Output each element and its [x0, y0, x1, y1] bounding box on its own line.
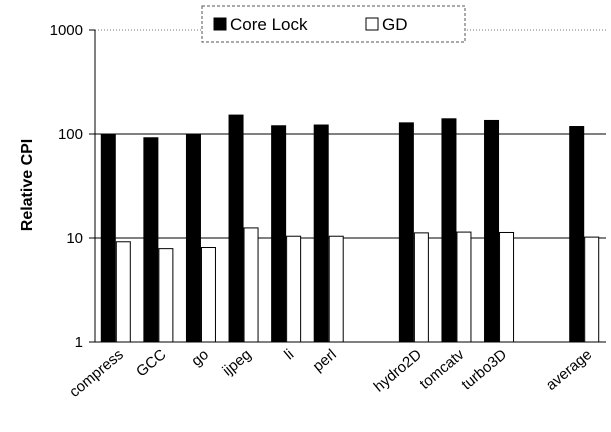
x-tick-label-average: average — [543, 346, 595, 394]
bar-core-lock-GCC — [143, 137, 159, 343]
x-tick-label-compress: compress — [66, 346, 127, 401]
legend: Core Lock GD — [201, 5, 466, 43]
y-tick-labels: 1 10 100 1000 — [50, 22, 83, 351]
bar-core-lock-ijpeg — [228, 114, 244, 343]
legend-box — [201, 5, 466, 43]
x-tick-label-hydro2D: hydro2D — [371, 346, 425, 396]
legend-label-core-lock: Core Lock — [230, 15, 308, 34]
x-tick-label-go: go — [188, 346, 212, 370]
bar-gd-compress — [115, 241, 131, 343]
legend-swatch-gd — [365, 17, 379, 31]
x-tick-label-GCC: GCC — [133, 346, 170, 381]
bar-core-lock-turbo3D — [484, 119, 500, 343]
y-tick-label-1: 1 — [75, 334, 83, 351]
x-tick-label-turbo3D: turbo3D — [458, 346, 510, 393]
legend-label-gd: GD — [382, 15, 408, 34]
y-tick-label-1000: 1000 — [50, 22, 83, 39]
bar-gd-go — [200, 247, 216, 343]
bar-core-lock-average — [569, 126, 585, 343]
bar-gd-turbo3D — [499, 231, 515, 343]
bar-gd-GCC — [158, 248, 174, 343]
bar-gd-average — [584, 236, 600, 343]
x-tick-label-li: li — [281, 346, 297, 363]
bar-gd-hydro2D — [413, 232, 429, 343]
bar-core-lock-tomcatv — [441, 118, 457, 343]
bar-core-lock-perl — [313, 124, 329, 343]
y-axis-title: Relative CPI — [19, 139, 36, 231]
bar-gd-li — [286, 235, 302, 343]
bar-core-lock-li — [271, 125, 287, 343]
bar-core-lock-hydro2D — [398, 122, 414, 343]
x-tick-labels: compress GCC go ijpeg li perl hydro2Dtomcatvtu… — [66, 346, 595, 401]
y-tick-label-10: 10 — [66, 230, 83, 247]
bar-gd-ijpeg — [243, 227, 259, 343]
bar-core-lock-compress — [100, 133, 116, 343]
x-tick-label-tomcatv: tomcatv — [416, 346, 468, 393]
bar-gd-tomcatv — [456, 231, 472, 343]
bar-gd-perl — [328, 235, 344, 343]
y-tick-label-100: 100 — [58, 126, 83, 143]
x-tick-label-perl: perl — [310, 346, 340, 375]
x-tick-label-ijpeg: ijpeg — [219, 346, 254, 379]
bars — [95, 114, 606, 343]
legend-swatch-core-lock — [213, 17, 227, 31]
bar-core-lock-go — [185, 133, 201, 343]
